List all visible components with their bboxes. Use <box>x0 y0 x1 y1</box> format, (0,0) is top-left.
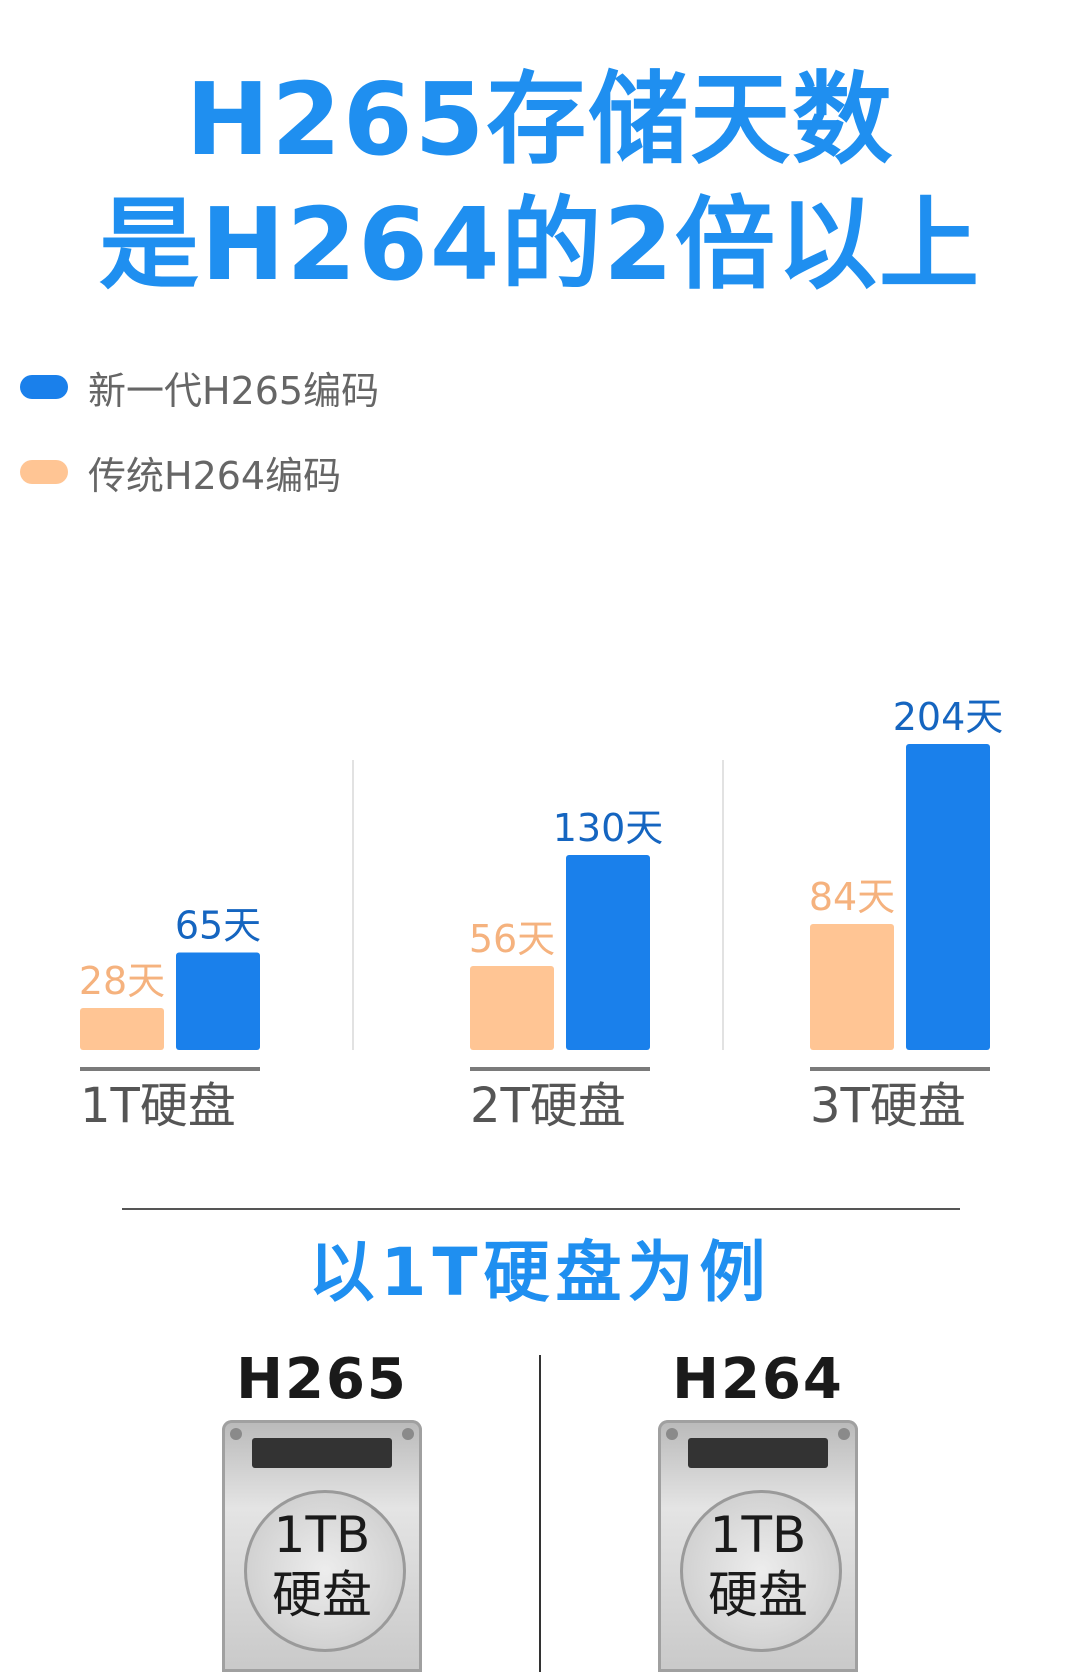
legend-label-h264: 传统H264编码 <box>88 453 342 498</box>
group-baseline <box>470 1067 650 1071</box>
legend-item-h264: 传统H264编码 <box>20 447 342 498</box>
hard-drive-icon-h264: 1TB 硬盘 <box>658 1420 858 1672</box>
comparison-divider <box>539 1355 541 1672</box>
screw-icon <box>402 1428 414 1440</box>
category-label: 1T硬盘 <box>80 1078 236 1134</box>
headline-line-1: H265存储天数 <box>185 61 895 178</box>
data-label-h264-1: 28天 <box>79 959 165 1003</box>
group-baseline <box>810 1067 990 1071</box>
data-label-h265-2: 130天 <box>553 806 664 850</box>
section-title: 以1T硬盘为例 <box>308 1234 772 1311</box>
legend-swatch-h264 <box>20 460 68 484</box>
bar-h264-1 <box>80 1008 164 1050</box>
bar-h265-2 <box>566 855 650 1050</box>
screw-icon <box>838 1428 850 1440</box>
drive-label-plate <box>252 1438 392 1468</box>
drive-label-plate <box>688 1438 828 1468</box>
headline-line-2: 是H264的2倍以上 <box>98 186 981 303</box>
codec-label-h264: H264 <box>672 1347 844 1412</box>
drive-kind: 硬盘 <box>708 1566 808 1624</box>
platter-icon <box>244 1490 406 1652</box>
drive-kind: 硬盘 <box>272 1566 372 1624</box>
data-label-h264-2: 56天 <box>469 917 555 961</box>
group-baseline <box>80 1067 260 1071</box>
legend-swatch-h265 <box>20 375 68 399</box>
screw-icon <box>666 1428 678 1440</box>
category-label: 3T硬盘 <box>810 1078 966 1134</box>
drive-capacity: 1TB <box>709 1506 807 1564</box>
legend-label-h265: 新一代H265编码 <box>88 368 380 413</box>
legend-item-h265: 新一代H265编码 <box>20 362 380 413</box>
codec-label-h265: H265 <box>236 1347 408 1412</box>
bar-h265-1 <box>176 952 260 1050</box>
hard-drive-icon-h265: 1TB 硬盘 <box>222 1420 422 1672</box>
category-label: 2T硬盘 <box>470 1078 626 1134</box>
bar-h264-2 <box>470 966 554 1050</box>
section-divider <box>122 1208 960 1210</box>
bar-h264-3 <box>810 924 894 1050</box>
bar-h265-3 <box>906 744 990 1050</box>
data-label-h264-3: 84天 <box>809 875 895 919</box>
data-label-h265-3: 204天 <box>893 695 1004 739</box>
screw-icon <box>230 1428 242 1440</box>
drive-capacity: 1TB <box>273 1506 371 1564</box>
data-label-h265-1: 65天 <box>175 904 261 948</box>
platter-icon <box>680 1490 842 1652</box>
